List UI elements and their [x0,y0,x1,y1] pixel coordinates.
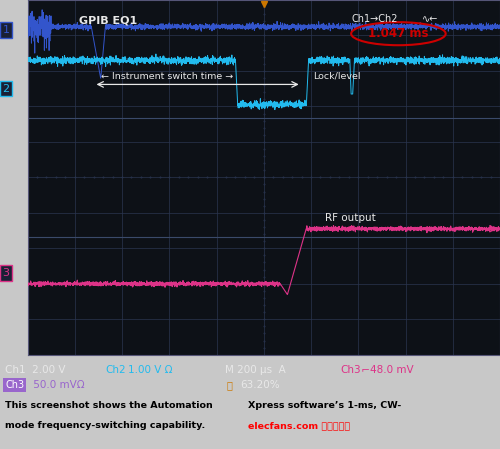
Text: ∿←: ∿← [422,14,438,24]
Text: Xpress software’s 1-ms, CW-: Xpress software’s 1-ms, CW- [248,401,401,410]
Text: 2: 2 [2,84,10,94]
Text: mode frequency-switching capability.: mode frequency-switching capability. [5,421,205,430]
Text: 1.047 ms: 1.047 ms [368,27,428,40]
Text: RF output: RF output [325,213,376,224]
Text: 1: 1 [2,25,10,35]
Text: 3: 3 [2,268,10,278]
Text: GPIB EQ1: GPIB EQ1 [80,16,138,26]
Text: 🔒: 🔒 [227,380,233,390]
Text: Ch1→Ch2: Ch1→Ch2 [351,14,398,24]
Text: 1.00 V Ω: 1.00 V Ω [128,365,172,375]
Text: Ch3: Ch3 [5,380,24,390]
Text: Lock/level: Lock/level [314,72,361,81]
Text: ⌐48.0 mV: ⌐48.0 mV [358,365,414,375]
Text: Ch3: Ch3 [340,365,360,375]
Text: 50.0 mVΩ: 50.0 mVΩ [30,380,84,390]
Text: M 200 μs  A: M 200 μs A [225,365,286,375]
Text: Ch2: Ch2 [105,365,126,375]
Text: ← Instrument switch time →: ← Instrument switch time → [100,72,233,81]
Text: 63.20%: 63.20% [240,380,280,390]
Text: This screenshot shows the Automation: This screenshot shows the Automation [5,401,216,410]
Text: elecfans.com 电子发烧友: elecfans.com 电子发烧友 [248,421,350,430]
Text: Ch1  2.00 V: Ch1 2.00 V [5,365,66,375]
